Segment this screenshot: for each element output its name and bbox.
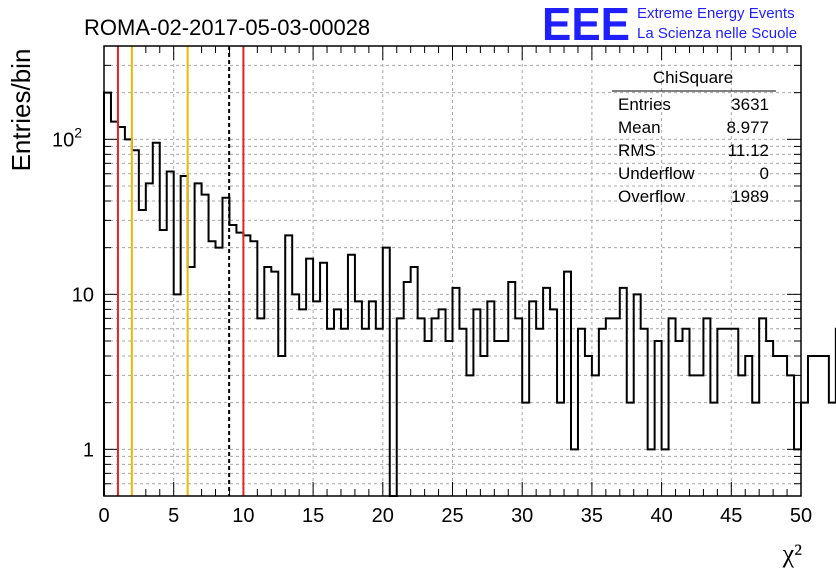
x-tick-label: 30 (511, 505, 533, 527)
x-axis-title: χ² (782, 539, 803, 568)
grid (104, 46, 801, 496)
plot-frame (103, 45, 802, 497)
y-tick-base: 10 (52, 129, 74, 151)
x-tick-label: 45 (720, 505, 742, 527)
stats-value: 1989 (731, 187, 769, 206)
reference-lines (116, 46, 245, 496)
y-tick-exponent: 2 (74, 124, 82, 140)
stats-label: Entries (618, 95, 671, 114)
x-tick-label: 10 (232, 505, 254, 527)
stats-box: ChiSquare Entries 3631 Mean 8.977 RMS 11.12 Un… (612, 68, 776, 206)
plot-border (103, 45, 802, 497)
logo-line-1: Extreme Energy Events (637, 5, 795, 22)
y-tick-label: 1 (83, 439, 94, 461)
stats-value: 0 (760, 164, 769, 183)
logo-text: EEE (542, 0, 630, 50)
x-tick-label: 20 (372, 505, 394, 527)
stats-label: RMS (618, 141, 656, 160)
logo-line-2: La Scienza nelle Scuole (637, 25, 797, 42)
x-tick-label: 25 (441, 505, 463, 527)
stats-label: Underflow (618, 164, 695, 183)
plot-title: ROMA-02-2017-05-03-00028 (84, 15, 370, 40)
stats-label: Mean (618, 118, 661, 137)
stats-value: 3631 (731, 95, 769, 114)
eee-logo: EEE Extreme Energy Events La Scienza nel… (542, 0, 797, 50)
stats-value: 11.12 (728, 141, 769, 160)
x-tick-label: 0 (98, 505, 109, 527)
stats-label: Overflow (618, 187, 686, 206)
x-tick-label: 35 (581, 505, 603, 527)
stats-title: ChiSquare (653, 68, 733, 87)
x-tick-label: 5 (168, 505, 179, 527)
y-axis-title: Entries/bin (6, 49, 36, 172)
x-tick-label: 40 (650, 505, 672, 527)
y-tick-label: 10 (72, 284, 94, 306)
y-tick-label: 102 (52, 124, 82, 151)
stats-rows: Entries 3631 Mean 8.977 RMS 11.12 Underflow 0 Ov… (618, 95, 769, 206)
stats-value: 8.977 (726, 118, 769, 137)
x-tick-label: 50 (790, 505, 812, 527)
x-tick-label: 15 (302, 505, 324, 527)
